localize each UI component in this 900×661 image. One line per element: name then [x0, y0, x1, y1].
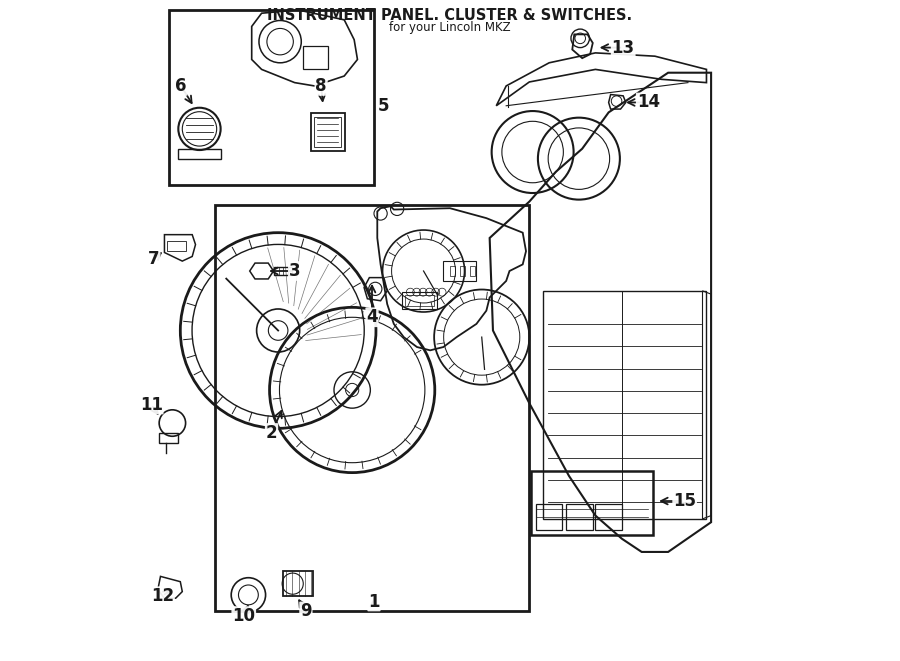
Text: 11: 11 — [140, 395, 163, 414]
Bar — [159, 433, 177, 443]
Bar — [314, 117, 341, 147]
Text: 4: 4 — [366, 308, 378, 327]
Bar — [310, 113, 345, 151]
Bar — [405, 295, 434, 306]
Bar — [284, 571, 313, 596]
Text: INSTRUMENT PANEL. CLUSTER & SWITCHES.: INSTRUMENT PANEL. CLUSTER & SWITCHES. — [267, 8, 633, 23]
Bar — [178, 149, 220, 159]
Text: 5: 5 — [378, 97, 390, 115]
Text: 14: 14 — [636, 93, 660, 112]
Bar — [450, 266, 455, 276]
Bar — [215, 205, 529, 611]
Bar — [274, 267, 292, 275]
Text: 7: 7 — [148, 250, 159, 268]
Text: 12: 12 — [151, 587, 174, 605]
Bar — [167, 241, 185, 251]
Bar — [470, 266, 475, 276]
Text: 8: 8 — [315, 77, 327, 95]
Bar — [402, 292, 436, 309]
Bar — [566, 504, 593, 530]
Text: 9: 9 — [300, 602, 311, 621]
Text: 13: 13 — [612, 38, 634, 57]
Bar — [536, 504, 562, 530]
Bar — [531, 471, 652, 535]
Bar — [596, 504, 622, 530]
Bar — [303, 46, 328, 69]
Bar — [460, 266, 465, 276]
Text: 2: 2 — [266, 424, 277, 442]
Text: 15: 15 — [673, 492, 697, 510]
Text: 3: 3 — [289, 262, 301, 280]
Bar — [444, 261, 476, 281]
Text: for your Lincoln MKZ: for your Lincoln MKZ — [389, 21, 511, 34]
Text: 1: 1 — [368, 592, 380, 611]
Text: 10: 10 — [232, 607, 256, 625]
Text: 6: 6 — [176, 77, 186, 95]
Bar — [169, 10, 374, 185]
